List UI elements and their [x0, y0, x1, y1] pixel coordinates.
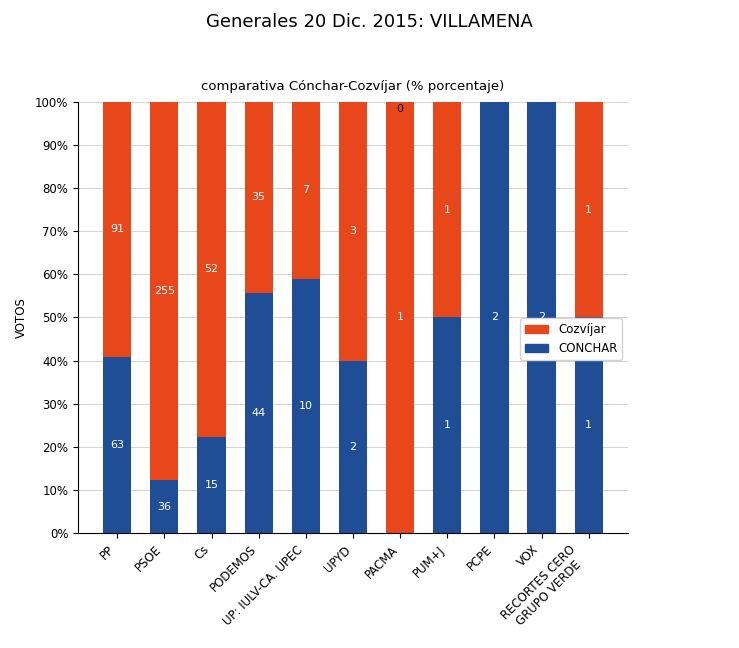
Text: 2: 2 [350, 442, 356, 452]
Text: 1: 1 [585, 421, 592, 430]
Bar [575, 318, 603, 533]
Bar [103, 357, 132, 533]
Text: 2: 2 [538, 312, 545, 323]
Legend: Cozvíjar, CONCHAR: Cozvíjar, CONCHAR [520, 318, 622, 360]
Text: 15: 15 [205, 480, 219, 490]
Text: 36: 36 [157, 502, 171, 512]
Text: 7: 7 [302, 185, 310, 196]
Text: 52: 52 [205, 264, 219, 274]
Bar [386, 102, 415, 533]
Bar [575, 102, 603, 318]
Text: 10: 10 [299, 401, 313, 411]
Bar [245, 293, 273, 533]
Bar [480, 102, 508, 533]
Text: Generales 20 Dic. 2015: VILLAMENA: Generales 20 Dic. 2015: VILLAMENA [206, 13, 533, 31]
Text: 1: 1 [585, 205, 592, 214]
Text: 1: 1 [397, 312, 403, 323]
Text: 1: 1 [444, 205, 451, 214]
Bar [433, 102, 461, 318]
Bar [433, 318, 461, 533]
Bar [150, 480, 179, 533]
Bar [103, 102, 132, 357]
Bar [245, 102, 273, 293]
Bar [339, 361, 367, 533]
Text: 35: 35 [252, 192, 265, 202]
Y-axis label: VOTOS: VOTOS [15, 297, 28, 338]
Text: 44: 44 [251, 408, 266, 418]
Text: 0: 0 [397, 104, 403, 113]
Bar [197, 102, 225, 437]
Bar [292, 102, 320, 279]
Title: comparativa Cónchar-Cozvíjar (% porcentaje): comparativa Cónchar-Cozvíjar (% porcenta… [201, 80, 505, 93]
Text: 1: 1 [444, 421, 451, 430]
Text: 3: 3 [350, 226, 356, 236]
Text: 255: 255 [154, 286, 175, 295]
Text: 91: 91 [110, 224, 124, 234]
Bar [197, 437, 225, 533]
Bar [339, 102, 367, 361]
Bar [150, 102, 179, 480]
Text: 63: 63 [110, 440, 124, 450]
Text: 2: 2 [491, 312, 498, 323]
Bar [292, 279, 320, 533]
Bar [528, 102, 556, 533]
